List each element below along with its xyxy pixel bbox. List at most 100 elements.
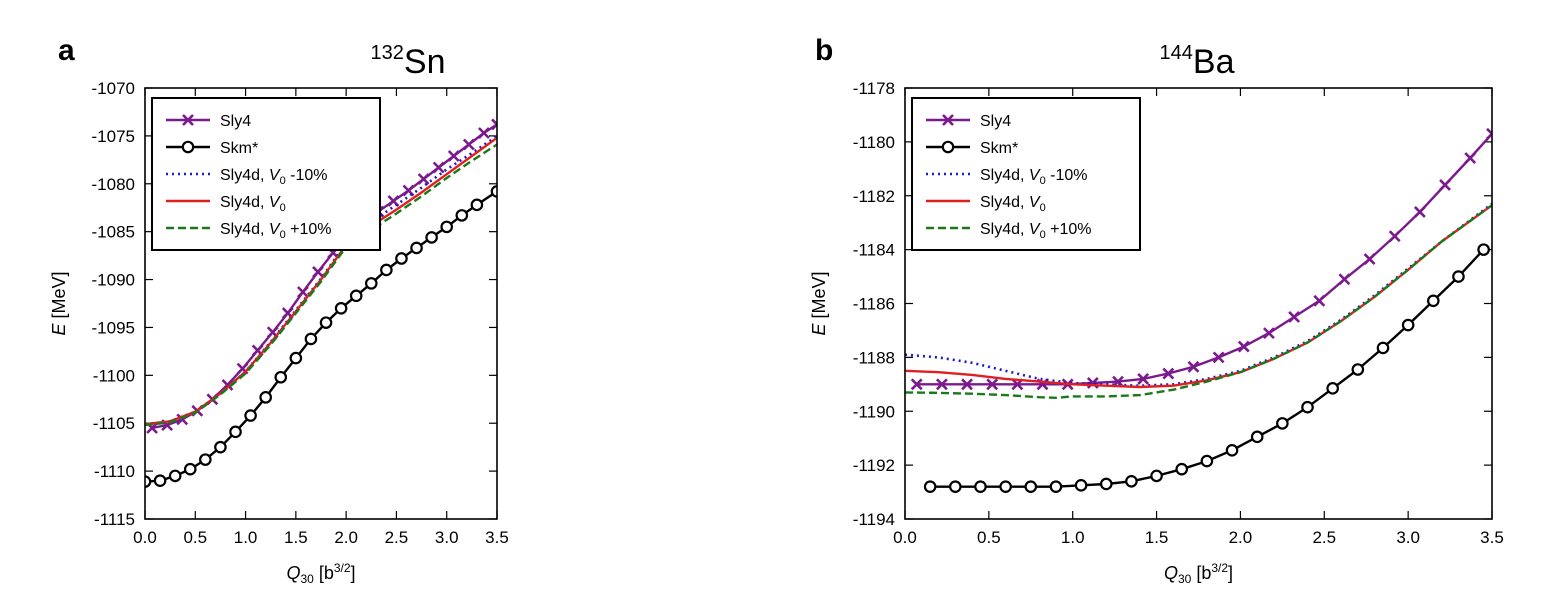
- data-point-skm: [349, 289, 363, 303]
- panel-letter: a: [58, 34, 75, 67]
- legend-label-text: Skm*: [980, 140, 1018, 157]
- x-axis-label-unit-sup: 3/2: [1211, 561, 1228, 575]
- data-point-skm: [1376, 341, 1390, 355]
- x-axis-label-var: Q: [1164, 563, 1178, 583]
- y-axis-label-unit: [MeV]: [809, 271, 829, 323]
- legend-label-text: Sly4d,: [220, 167, 269, 184]
- x-axis-label-sub: 30: [1178, 572, 1192, 586]
- x-tick-label: 2.5: [385, 528, 409, 547]
- data-point-sly4: [312, 265, 324, 278]
- data-point-sly4: [1187, 360, 1200, 373]
- data-point-sly4: [1464, 152, 1477, 164]
- data-point-skm: [1150, 469, 1163, 483]
- legend-label-sub: 0: [280, 175, 286, 187]
- data-point-sly4: [1413, 205, 1426, 218]
- legend-label-var: V: [269, 194, 281, 211]
- y-tick-label: -1186: [853, 295, 895, 314]
- legend-label-skm: Skm*: [220, 140, 258, 157]
- series-line-sly4d: [905, 204, 1492, 389]
- data-point-skm: [1175, 462, 1189, 476]
- y-tick-label: -1188: [853, 348, 895, 367]
- panel-letter: b: [815, 34, 833, 67]
- x-tick-label: 2.0: [1229, 528, 1253, 547]
- y-axis-label: E [MeV]: [49, 271, 69, 335]
- data-point-sly4: [1162, 367, 1175, 380]
- legend-label-sly4d_p10: Sly4d, V0 +10%: [220, 221, 332, 241]
- data-point-skm: [923, 480, 937, 493]
- data-point-skm: [214, 440, 227, 454]
- y-tick-label: -1095: [92, 318, 135, 337]
- data-point-skm: [1225, 444, 1239, 457]
- legend-label-sly4d_m10: Sly4d, V0 -10%: [980, 167, 1088, 187]
- legend-label-sly4d_m10: Sly4d, V0 -10%: [220, 167, 328, 187]
- x-axis-label-unit: [b: [314, 563, 334, 583]
- legend-label-sub: 0: [1040, 175, 1046, 187]
- legend-label-suffix: +10%: [1046, 221, 1092, 238]
- data-point-skm: [364, 277, 378, 290]
- title-mass-number: 144: [1160, 42, 1193, 64]
- y-tick-label: -1192: [853, 456, 895, 475]
- data-point-sly4: [1212, 351, 1225, 364]
- y-tick-label: -1178: [853, 79, 895, 98]
- legend-label-text: Sly4: [980, 113, 1011, 130]
- data-point-skm: [974, 480, 987, 493]
- legend-label-var: V: [1029, 194, 1041, 211]
- x-tick-label: 1.0: [1061, 528, 1085, 547]
- data-point-sly4: [402, 184, 415, 197]
- y-tick-label: -1075: [92, 127, 135, 146]
- legend-label-sub: 0: [280, 229, 286, 241]
- x-axis-label-unit-close: ]: [351, 563, 356, 583]
- x-axis-label: Q30 [b3/2]: [1164, 561, 1233, 586]
- data-point-skm: [229, 425, 242, 439]
- data-point-sly4: [986, 378, 999, 391]
- legend-label-sly4d: Sly4d, V0: [220, 194, 286, 214]
- data-point-skm: [183, 462, 197, 476]
- data-point-skm: [1074, 479, 1088, 492]
- data-point-skm: [259, 391, 272, 404]
- data-point-skm: [1452, 270, 1465, 283]
- y-tick-label: -1070: [92, 79, 135, 98]
- chart-title: 132Sn: [371, 42, 446, 81]
- data-point-skm: [1301, 400, 1314, 414]
- y-axis-label: E [MeV]: [809, 271, 829, 335]
- x-tick-label: 3.0: [1396, 528, 1420, 547]
- data-point-skm: [455, 209, 469, 222]
- legend-label-var: V: [269, 221, 281, 238]
- legend-label-var: V: [1029, 167, 1041, 184]
- data-point-skm: [1049, 480, 1063, 493]
- x-tick-label: 2.0: [334, 528, 358, 547]
- data-point-skm: [244, 409, 257, 422]
- data-point-sly4: [1313, 294, 1326, 307]
- y-tick-label: -1090: [92, 271, 135, 290]
- legend-label-sly4d: Sly4d, V0: [980, 194, 1046, 214]
- x-axis-label-unit-close: ]: [1228, 563, 1233, 583]
- x-axis-label-sub: 30: [300, 572, 314, 586]
- series-line-sly4d_p10: [145, 143, 497, 427]
- data-point-sly4: [221, 378, 234, 391]
- y-tick-label: -1115: [94, 510, 135, 529]
- chart-panel-a: a 132Sn 0.0 0.5 1.0 1.5 2.0 2.5 3.0 3.5 -1115 -1110…: [49, 34, 509, 586]
- x-axis-label-unit-sup: 3/2: [334, 561, 351, 575]
- data-point-sly4: [296, 286, 309, 298]
- x-axis-label: Q30 [b3/2]: [286, 561, 355, 586]
- data-point-skm: [380, 263, 393, 277]
- legend-label-suffix: +10%: [286, 221, 332, 238]
- data-point-skm: [1099, 477, 1113, 491]
- legend-label-text: Skm*: [220, 140, 258, 157]
- data-point-skm: [1401, 318, 1415, 332]
- legend: Sly4 Skm* Sly4d, V0 -10% Sly4d, V0 Sly4d, V0…: [911, 97, 1141, 251]
- data-point-sly4: [478, 127, 490, 139]
- x-tick-label: 3.5: [1480, 528, 1504, 547]
- x-tick-label: 0.0: [893, 528, 917, 547]
- data-point-skm: [999, 480, 1012, 493]
- y-tick-label: -1100: [93, 366, 135, 385]
- y-tick-label: -1182: [853, 187, 895, 206]
- x-tick-label: 3.0: [435, 528, 459, 547]
- data-point-skm: [1024, 480, 1038, 493]
- legend-label-sly4d_p10: Sly4d, V0 +10%: [980, 221, 1092, 241]
- legend-label-suffix: -10%: [1046, 167, 1088, 184]
- data-point-sly4: [961, 378, 973, 391]
- x-tick-label: 1.5: [284, 528, 308, 547]
- data-point-sly4: [417, 173, 430, 185]
